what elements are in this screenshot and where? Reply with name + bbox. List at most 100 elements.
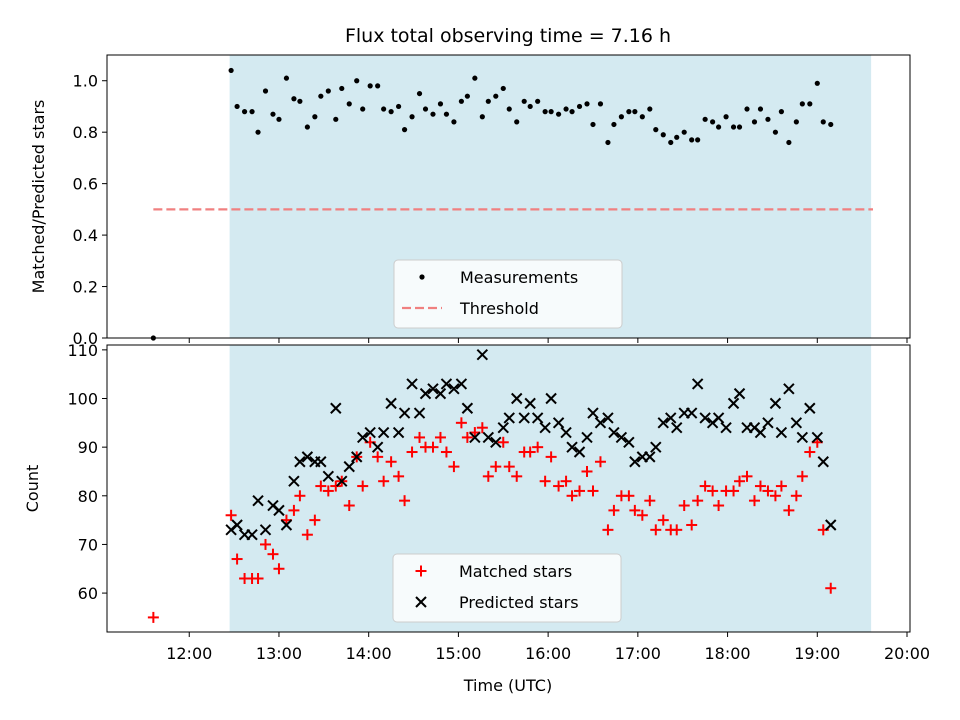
predicted-star-point — [434, 387, 447, 400]
predicted-star-point — [503, 412, 515, 424]
matched-star-point — [754, 480, 766, 492]
predicted-star-point — [733, 387, 746, 400]
predicted-star-point — [644, 451, 656, 463]
measurement-point — [500, 85, 506, 92]
measurement-point — [632, 109, 638, 115]
measurement-point — [548, 109, 554, 115]
predicted-star-point — [623, 436, 635, 448]
predicted-star-point — [356, 431, 369, 444]
measurement-point — [375, 83, 381, 89]
matched-star-point — [273, 563, 285, 575]
matched-star-point — [560, 475, 572, 487]
matched-star-point — [532, 441, 544, 453]
measurement-point — [234, 103, 240, 110]
legend-marker-x — [415, 596, 427, 608]
matched-star-point — [692, 495, 704, 507]
predicted-star-point — [671, 421, 683, 434]
measurement-point — [765, 116, 771, 122]
legend-box — [393, 259, 623, 329]
matched-star-point — [511, 470, 523, 482]
predicted-star-point — [691, 378, 704, 390]
measurement-point — [611, 121, 617, 128]
matched-star-point — [650, 524, 662, 536]
legend-label: Predicted stars — [459, 593, 579, 612]
predicted-star-point — [518, 412, 530, 424]
measurement-point — [333, 116, 339, 122]
measurement-point — [479, 114, 485, 120]
matched-star-point — [427, 441, 439, 453]
measurement-point — [443, 111, 450, 117]
measurement-point — [772, 129, 779, 135]
matched-star-point — [699, 480, 711, 492]
measurement-point — [757, 106, 764, 112]
matched-star-point — [482, 470, 494, 482]
matched-star-point — [399, 495, 411, 507]
measurement-point — [660, 132, 666, 138]
matched-star-point — [260, 538, 272, 550]
matched-star-point — [288, 504, 300, 516]
measurement-point — [681, 129, 687, 135]
matched-star-point — [636, 509, 648, 521]
predicted-star-point — [796, 431, 809, 444]
matched-star-point — [587, 485, 599, 497]
y-tick-label: 0.8 — [73, 123, 98, 142]
predicted-star-point — [539, 421, 551, 434]
predicted-star-point — [476, 349, 489, 361]
predicted-star-point — [440, 378, 453, 390]
matched-star-point — [385, 456, 397, 468]
y-tick-label: 60 — [78, 584, 98, 603]
predicted-star-point — [455, 378, 468, 390]
predicted-star-point — [581, 431, 593, 444]
matched-star-point — [686, 519, 698, 531]
measurement-point — [626, 109, 632, 115]
matched-star-point — [657, 514, 669, 526]
legend-marker-plus — [415, 565, 427, 577]
predicted-star-point — [657, 417, 669, 429]
measurement-point — [542, 109, 548, 115]
measurement-point — [751, 119, 758, 125]
matched-star-point — [461, 431, 473, 443]
predicted-star-point — [566, 441, 578, 453]
measurement-point — [695, 137, 701, 143]
measurement-point — [723, 114, 729, 120]
measurement-point — [668, 139, 674, 146]
matched-star-point — [594, 456, 606, 468]
matched-star-point — [330, 480, 342, 492]
predicted-star-point — [364, 426, 376, 439]
measurement-point — [597, 101, 604, 107]
predicted-star-point — [301, 451, 314, 463]
measurement-point — [555, 111, 562, 117]
y-axis-label-count: Count — [23, 465, 42, 513]
measurement-point — [674, 134, 680, 140]
predicted-star-point — [573, 446, 586, 458]
measurement-point — [778, 109, 785, 115]
measurement-point — [318, 93, 324, 99]
predicted-star-point — [587, 407, 599, 419]
measurement-point — [793, 119, 799, 125]
matched-star-point — [490, 461, 502, 473]
measurement-point — [283, 75, 290, 81]
predicted-star-point — [280, 519, 293, 531]
measurement-point — [464, 93, 470, 99]
measurement-point — [395, 103, 402, 110]
measurement-point — [639, 114, 645, 120]
measurement-point — [689, 137, 695, 143]
predicted-star-point — [775, 426, 788, 439]
y-tick-label: 0.0 — [73, 329, 98, 348]
predicted-star-point — [259, 524, 272, 536]
matched-star-point — [414, 431, 426, 443]
predicted-star-point — [650, 441, 662, 453]
measurement-point — [291, 96, 297, 102]
matched-star-point — [748, 495, 760, 507]
predicted-star-point — [330, 402, 342, 414]
legend-count: Matched stars Predicted stars — [392, 553, 622, 623]
predicted-star-point — [246, 529, 258, 541]
measurement-point — [255, 129, 261, 135]
measurement-point — [346, 101, 352, 107]
predicted-star-point — [448, 383, 460, 395]
measurement-point — [584, 101, 590, 107]
measurement-point — [409, 114, 415, 120]
matched-star-point — [728, 485, 740, 497]
matched-star-point — [825, 582, 837, 594]
predicted-star-point — [392, 426, 405, 439]
